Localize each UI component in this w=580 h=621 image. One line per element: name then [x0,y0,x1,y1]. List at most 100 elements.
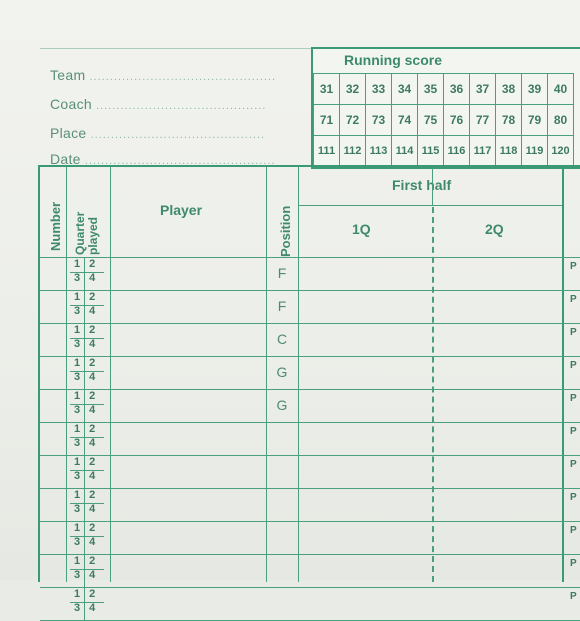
column-divider [432,167,433,205]
column-divider [562,167,564,582]
quarter-box-top[interactable]: 1 2 [74,423,99,435]
score-cell[interactable]: 72 [339,104,366,136]
score-cell[interactable]: 78 [495,104,522,136]
quarter-box-divider [70,371,104,372]
first-half-header: First half [392,177,452,193]
quarter-box-divider [84,587,85,620]
quarter-box-divider [70,602,104,603]
row-divider [40,323,580,324]
score-cell[interactable]: 114 [391,135,418,167]
row-divider [40,290,580,291]
quarter-box-divider [84,422,85,455]
quarter-box-bottom[interactable]: 3 4 [74,404,99,416]
score-cell[interactable]: 118 [495,135,522,167]
player-position: F [277,298,287,314]
quarter-box-top[interactable]: 1 2 [74,588,99,600]
score-cell[interactable]: 111 [313,135,340,167]
score-cell[interactable]: 119 [521,135,548,167]
quarter-box-top[interactable]: 1 2 [74,390,99,402]
player-position: F [277,265,287,281]
score-cell[interactable]: 31 [313,73,340,105]
score-cell[interactable]: 74 [391,104,418,136]
row-divider [40,521,580,522]
quarter-box-bottom[interactable]: 3 4 [74,503,99,515]
quarter-box-bottom[interactable]: 3 4 [74,338,99,350]
q1-header: 1Q [352,221,371,237]
period-mark: P [570,261,577,272]
period-mark: P [570,327,577,338]
row-divider [40,587,580,588]
quarter-box-top[interactable]: 1 2 [74,357,99,369]
column-divider [266,167,267,582]
period-mark: P [570,294,577,305]
score-cell[interactable]: 37 [469,73,496,105]
score-cell[interactable]: 75 [417,104,444,136]
quarter-box-bottom[interactable]: 3 4 [74,305,99,317]
quarter-box-divider [70,404,104,405]
score-cell[interactable]: 79 [521,104,548,136]
score-cell[interactable]: 116 [443,135,470,167]
score-cell[interactable]: 120 [547,135,574,167]
quarter-box-bottom[interactable]: 3 4 [74,437,99,449]
score-cell[interactable]: 32 [339,73,366,105]
row-divider [40,488,580,489]
quarter-box-bottom[interactable]: 3 4 [74,536,99,548]
quarter-box-divider [70,503,104,504]
date-field[interactable]: Date ...................................… [50,151,276,167]
quarter-box-divider [84,521,85,554]
score-cell[interactable]: 77 [469,104,496,136]
quarter-box-bottom[interactable]: 3 4 [74,371,99,383]
score-cell[interactable]: 73 [365,104,392,136]
quarter-box-top[interactable]: 1 2 [74,324,99,336]
place-field[interactable]: Place ..................................… [50,125,266,141]
quarter-box-bottom[interactable]: 3 4 [74,569,99,581]
quarter-box-divider [84,554,85,587]
score-cell[interactable]: 39 [521,73,548,105]
team-field[interactable]: Team ...................................… [50,67,277,83]
row-divider [40,389,580,390]
quarter-box-top[interactable]: 1 2 [74,258,99,270]
score-cell[interactable]: 38 [495,73,522,105]
quarter-box-bottom[interactable]: 3 4 [74,602,99,614]
score-cell[interactable]: 33 [365,73,392,105]
score-cell[interactable]: 115 [417,135,444,167]
score-cell[interactable]: 34 [391,73,418,105]
quarter-box-top[interactable]: 1 2 [74,456,99,468]
score-cell[interactable]: 71 [313,104,340,136]
score-cell[interactable]: 113 [365,135,392,167]
column-divider [298,167,299,582]
score-cell[interactable]: 40 [547,73,574,105]
quarter-box-top[interactable]: 1 2 [74,291,99,303]
quarter-box-divider [84,488,85,521]
quarter-box-divider [70,338,104,339]
quarter-box-bottom[interactable]: 3 4 [74,470,99,482]
quarter-box-top[interactable]: 1 2 [74,489,99,501]
score-cell[interactable]: 35 [417,73,444,105]
row-divider [40,356,580,357]
score-cell[interactable]: 117 [469,135,496,167]
quarter-box-divider [84,455,85,488]
score-cell[interactable]: 76 [443,104,470,136]
q2-header: 2Q [485,221,504,237]
quarter-box-divider [84,389,85,422]
player-position: G [276,364,288,380]
coach-field[interactable]: Coach ..................................… [50,96,267,112]
row-divider [40,257,580,258]
score-cell[interactable]: 80 [547,104,574,136]
period-mark: P [570,558,577,569]
running-score-title: Running score [343,52,442,68]
quarter-box-divider [70,536,104,537]
quarter-box-top[interactable]: 1 2 [74,555,99,567]
team-label: Team [50,67,86,83]
quarter-box-bottom[interactable]: 3 4 [74,272,99,284]
quarter-box-divider [70,272,104,273]
running-score-box: Running score 31 32 33 34 35 36 37 38 39… [311,47,580,169]
quarter-box-divider [70,569,104,570]
period-mark: P [570,426,577,437]
score-cell[interactable]: 36 [443,73,470,105]
score-cell[interactable]: 112 [339,135,366,167]
quarter-box-top[interactable]: 1 2 [74,522,99,534]
period-mark: P [570,525,577,536]
place-label: Place [50,125,87,141]
